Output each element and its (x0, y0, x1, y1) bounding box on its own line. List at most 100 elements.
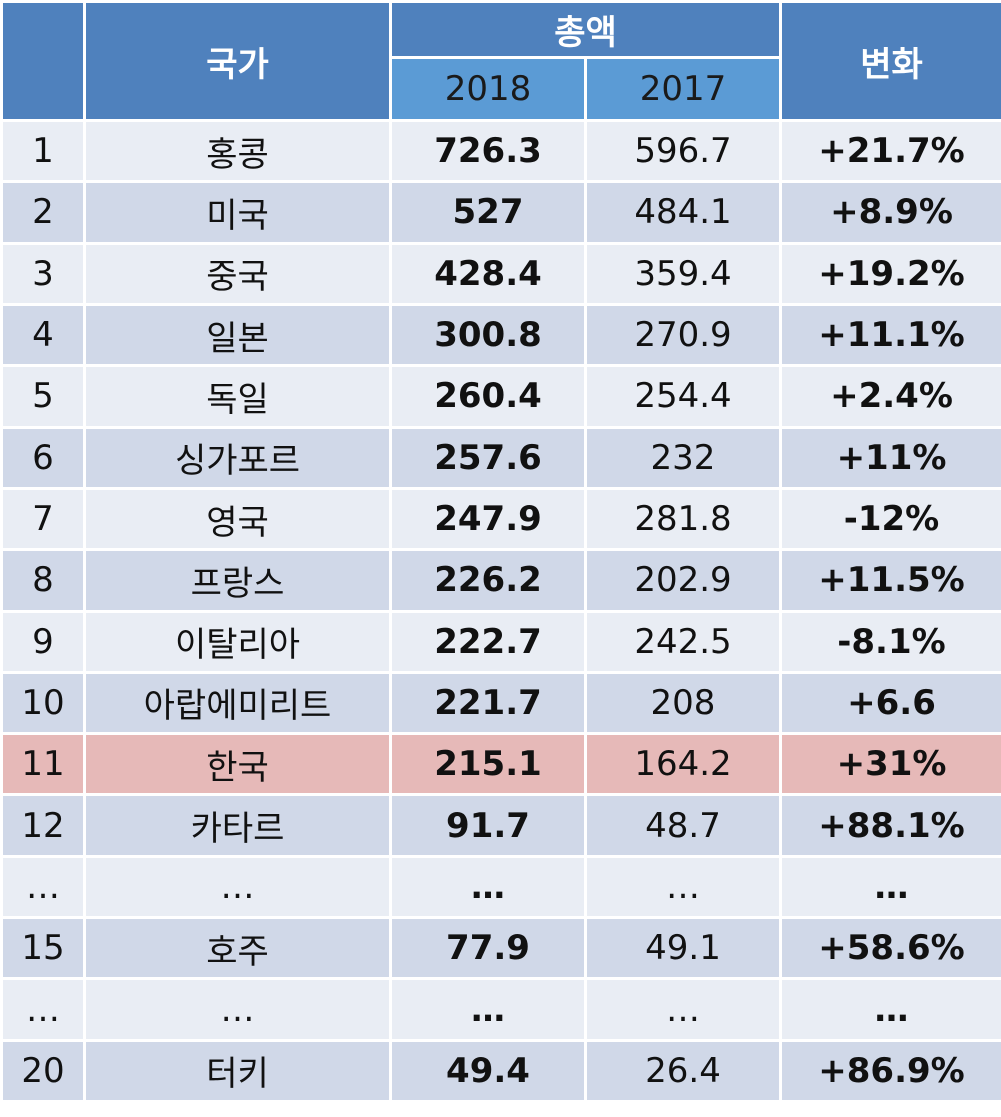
value-2017-cell: 484.1 (584, 180, 782, 245)
value-2017-cell: 281.8 (584, 486, 782, 552)
rank-cell: 4 (0, 302, 86, 368)
header-row: 국가 총액 변화 (0, 0, 1001, 122)
country-cell: 싱가포르 (83, 425, 392, 490)
value-2017-cell: … (584, 977, 782, 1042)
value-2018-cell: … (389, 977, 587, 1042)
change-cell: +19.2% (779, 241, 1001, 306)
value-2018-cell: 49.4 (389, 1038, 587, 1104)
table-row: …………… (0, 854, 1001, 920)
value-2017-cell: 208 (584, 670, 782, 736)
country-cell: 한국 (83, 732, 392, 797)
change-cell: +11% (779, 425, 1001, 490)
country-header: 국가 (83, 0, 392, 122)
country-cell: 영국 (83, 486, 392, 552)
change-cell: +8.9% (779, 180, 1001, 245)
change-cell: … (779, 854, 1001, 920)
country-cell: 터키 (83, 1038, 392, 1104)
change-cell: -12% (779, 486, 1001, 552)
rank-cell: 2 (0, 180, 86, 245)
table-row: 7 영국 247.9 281.8 -12% (0, 486, 1001, 552)
table-row: 12 카타르 91.7 48.7 +88.1% (0, 793, 1001, 858)
rank-cell: 8 (0, 548, 86, 613)
rank-cell: 5 (0, 364, 86, 429)
rank-cell: 9 (0, 609, 86, 674)
value-2018-cell: 226.2 (389, 548, 587, 613)
country-cell: 중국 (83, 241, 392, 306)
total-header: 총액 (389, 0, 782, 59)
value-2018-cell: 77.9 (389, 916, 587, 981)
rank-cell: … (0, 977, 86, 1042)
table-row: 3 중국 428.4 359.4 +19.2% (0, 241, 1001, 306)
country-cell: 아랍에미리트 (83, 670, 392, 736)
value-2017-cell: … (584, 854, 782, 920)
table-row-highlighted: 11 한국 215.1 164.2 +31% (0, 732, 1001, 797)
change-cell: +88.1% (779, 793, 1001, 858)
change-cell: +31% (779, 732, 1001, 797)
country-cell: … (83, 977, 392, 1042)
rank-cell: 11 (0, 732, 86, 797)
value-2018-cell: 222.7 (389, 609, 587, 674)
table-row: 8 프랑스 226.2 202.9 +11.5% (0, 548, 1001, 613)
country-cell: … (83, 854, 392, 920)
rank-cell: … (0, 854, 86, 920)
table-row: 1 홍콩 726.3 596.7 +21.7% (0, 118, 1001, 184)
value-2017-cell: 202.9 (584, 548, 782, 613)
value-2017-cell: 359.4 (584, 241, 782, 306)
rank-header (0, 0, 86, 122)
value-2017-cell: 596.7 (584, 118, 782, 184)
rank-cell: 6 (0, 425, 86, 490)
change-cell: -8.1% (779, 609, 1001, 674)
value-2017-cell: 254.4 (584, 364, 782, 429)
change-header: 변화 (779, 0, 1001, 122)
value-2017-cell: 232 (584, 425, 782, 490)
change-cell: … (779, 977, 1001, 1042)
change-cell: +21.7% (779, 118, 1001, 184)
value-2018-cell: 726.3 (389, 118, 587, 184)
table-row: 10 아랍에미리트 221.7 208 +6.6 (0, 670, 1001, 736)
year-2017-header: 2017 (584, 56, 782, 122)
value-2017-cell: 242.5 (584, 609, 782, 674)
change-cell: +6.6 (779, 670, 1001, 736)
table-row: 6 싱가포르 257.6 232 +11% (0, 425, 1001, 490)
value-2017-cell: 48.7 (584, 793, 782, 858)
table-row: 15 호주 77.9 49.1 +58.6% (0, 916, 1001, 981)
table-row: 5 독일 260.4 254.4 +2.4% (0, 364, 1001, 429)
country-cell: 카타르 (83, 793, 392, 858)
change-cell: +86.9% (779, 1038, 1001, 1104)
rank-cell: 15 (0, 916, 86, 981)
country-cell: 독일 (83, 364, 392, 429)
value-2018-cell: 260.4 (389, 364, 587, 429)
value-2018-cell: 221.7 (389, 670, 587, 736)
country-cell: 일본 (83, 302, 392, 368)
value-2017-cell: 49.1 (584, 916, 782, 981)
value-2018-cell: 257.6 (389, 425, 587, 490)
rank-cell: 10 (0, 670, 86, 736)
value-2018-cell: 428.4 (389, 241, 587, 306)
change-cell: +2.4% (779, 364, 1001, 429)
value-2018-cell: 91.7 (389, 793, 587, 858)
subheader-row: 2018 2017 (2, 56, 1001, 122)
table-row: 2 미국 527 484.1 +8.9% (0, 180, 1001, 245)
country-cell: 이탈리아 (83, 609, 392, 674)
rank-cell: 1 (0, 118, 86, 184)
rank-cell: 7 (0, 486, 86, 552)
change-cell: +11.5% (779, 548, 1001, 613)
value-2018-cell: 527 (389, 180, 587, 245)
table-body: 1 홍콩 726.3 596.7 +21.7% 2 미국 527 484.1 +8.9% 3 중국 42… (0, 118, 1001, 1104)
table-row: …………… (0, 977, 1001, 1042)
value-2017-cell: 164.2 (584, 732, 782, 797)
rank-cell: 3 (0, 241, 86, 306)
table-row: 9 이탈리아 222.7 242.5 -8.1% (0, 609, 1001, 674)
country-cell: 미국 (83, 180, 392, 245)
table-row: 20 터키 49.4 26.4 +86.9% (0, 1038, 1001, 1104)
country-cell: 프랑스 (83, 548, 392, 613)
rank-cell: 20 (0, 1038, 86, 1104)
change-cell: +11.1% (779, 302, 1001, 368)
country-cell: 홍콩 (83, 118, 392, 184)
table-row: 4 일본 300.8 270.9 +11.1% (0, 302, 1001, 368)
value-2018-cell: 247.9 (389, 486, 587, 552)
rank-cell: 12 (0, 793, 86, 858)
year-2018-header: 2018 (389, 56, 587, 122)
value-2017-cell: 270.9 (584, 302, 782, 368)
change-cell: +58.6% (779, 916, 1001, 981)
